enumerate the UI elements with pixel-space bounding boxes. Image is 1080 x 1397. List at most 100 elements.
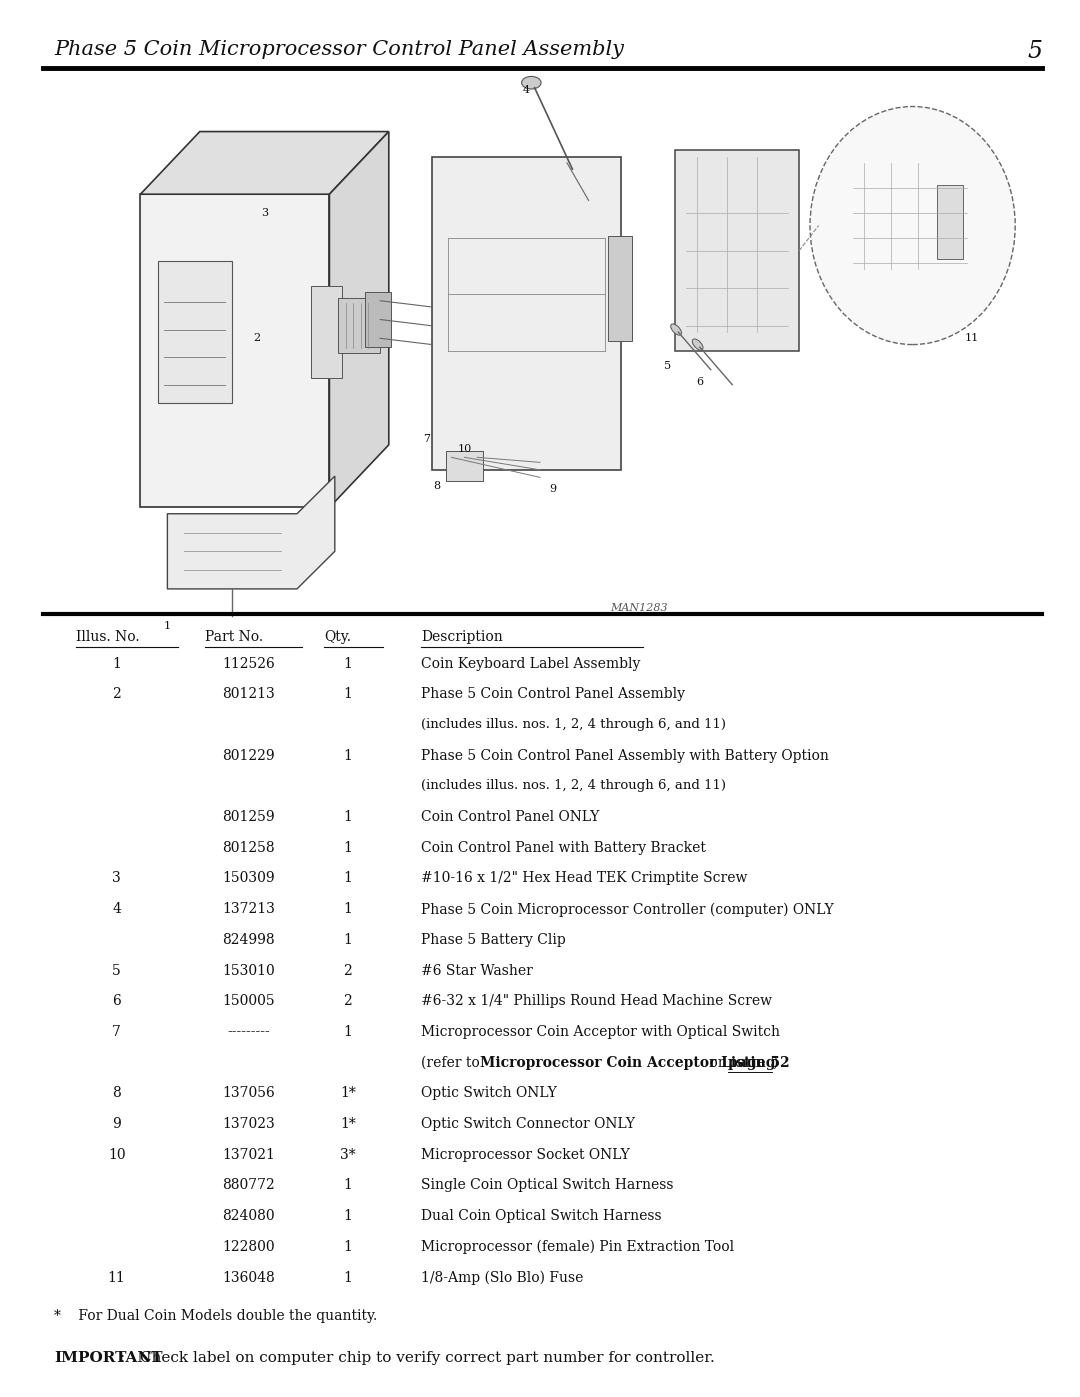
FancyBboxPatch shape (608, 236, 632, 341)
Text: ---------: --------- (227, 1025, 270, 1039)
FancyBboxPatch shape (311, 285, 342, 379)
Polygon shape (675, 151, 799, 351)
Polygon shape (140, 131, 389, 194)
Text: Phase 5 Coin Microprocessor Control Panel Assembly: Phase 5 Coin Microprocessor Control Pane… (54, 41, 624, 59)
Text: page 52: page 52 (728, 1056, 789, 1070)
Text: 801229: 801229 (222, 749, 274, 763)
Text: MAN1283: MAN1283 (610, 602, 667, 613)
Text: 3*: 3* (340, 1148, 355, 1162)
FancyBboxPatch shape (338, 298, 380, 353)
Text: 137023: 137023 (222, 1118, 274, 1132)
Text: 11: 11 (964, 334, 980, 344)
Text: Part No.: Part No. (205, 630, 264, 644)
Ellipse shape (522, 77, 541, 89)
Text: 1: 1 (343, 841, 352, 855)
Text: :   Check label on computer chip to verify correct part number for controller.: : Check label on computer chip to verify… (120, 1351, 715, 1365)
Text: 3: 3 (112, 872, 121, 886)
Text: 7: 7 (423, 433, 430, 443)
Text: 150005: 150005 (222, 995, 274, 1009)
Text: Microprocessor Coin Acceptor with Optical Switch: Microprocessor Coin Acceptor with Optica… (421, 1025, 780, 1039)
Text: 1: 1 (343, 933, 352, 947)
FancyBboxPatch shape (937, 186, 963, 260)
FancyBboxPatch shape (446, 451, 483, 481)
Text: 1: 1 (112, 657, 121, 671)
Text: Illus. No.: Illus. No. (76, 630, 139, 644)
Text: 1: 1 (343, 657, 352, 671)
Text: 1: 1 (343, 1270, 352, 1284)
Text: 8: 8 (433, 481, 440, 492)
Text: 6: 6 (697, 377, 703, 387)
Text: Phase 5 Coin Control Panel Assembly with Battery Option: Phase 5 Coin Control Panel Assembly with… (421, 749, 829, 763)
Text: (refer to: (refer to (421, 1056, 484, 1070)
Text: 11: 11 (108, 1270, 125, 1284)
Text: 5: 5 (1027, 41, 1042, 63)
Text: 1: 1 (164, 622, 171, 631)
Text: 2: 2 (112, 687, 121, 701)
Text: 153010: 153010 (222, 964, 274, 978)
Text: Description: Description (421, 630, 503, 644)
Text: 4: 4 (523, 85, 529, 95)
Text: 801213: 801213 (222, 687, 274, 701)
Text: 7: 7 (112, 1025, 121, 1039)
Text: 6: 6 (112, 995, 121, 1009)
Text: 801258: 801258 (222, 841, 274, 855)
Text: Microprocessor (female) Pin Extraction Tool: Microprocessor (female) Pin Extraction T… (421, 1239, 734, 1255)
Text: 801259: 801259 (222, 810, 274, 824)
Text: 9: 9 (550, 483, 556, 493)
Text: Phase 5 Coin Control Panel Assembly: Phase 5 Coin Control Panel Assembly (421, 687, 685, 701)
Text: 150309: 150309 (222, 872, 274, 886)
Text: 1: 1 (343, 1179, 352, 1193)
Text: Coin Control Panel with Battery Bracket: Coin Control Panel with Battery Bracket (421, 841, 706, 855)
FancyBboxPatch shape (158, 261, 232, 404)
Text: #10-16 x 1/2" Hex Head TEK Crimptite Screw: #10-16 x 1/2" Hex Head TEK Crimptite Scr… (421, 872, 747, 886)
Text: #6-32 x 1/4" Phillips Round Head Machine Screw: #6-32 x 1/4" Phillips Round Head Machine… (421, 995, 772, 1009)
Text: 3: 3 (261, 208, 268, 218)
Circle shape (810, 106, 1015, 345)
Text: Phase 5 Battery Clip: Phase 5 Battery Clip (421, 933, 566, 947)
Text: 5: 5 (664, 360, 671, 370)
Text: Qty.: Qty. (324, 630, 351, 644)
Text: Coin Keyboard Label Assembly: Coin Keyboard Label Assembly (421, 657, 640, 671)
Text: 1/8-Amp (Slo Blo) Fuse: 1/8-Amp (Slo Blo) Fuse (421, 1270, 583, 1285)
Text: on: on (705, 1056, 731, 1070)
Text: Microprocessor Socket ONLY: Microprocessor Socket ONLY (421, 1148, 630, 1162)
Text: 880772: 880772 (222, 1179, 274, 1193)
Polygon shape (140, 194, 329, 507)
Text: 824998: 824998 (222, 933, 274, 947)
Text: 1: 1 (343, 902, 352, 916)
Text: 8: 8 (112, 1087, 121, 1101)
Text: Single Coin Optical Switch Harness: Single Coin Optical Switch Harness (421, 1179, 674, 1193)
Text: 112526: 112526 (222, 657, 274, 671)
Text: 5: 5 (112, 964, 121, 978)
Text: 136048: 136048 (222, 1270, 274, 1284)
Text: Optic Switch Connector ONLY: Optic Switch Connector ONLY (421, 1118, 635, 1132)
Text: 1: 1 (343, 749, 352, 763)
Text: 137213: 137213 (222, 902, 274, 916)
Text: 1*: 1* (340, 1087, 355, 1101)
Text: 1: 1 (343, 1025, 352, 1039)
Text: 1: 1 (343, 810, 352, 824)
Text: 1: 1 (343, 872, 352, 886)
Text: (includes illus. nos. 1, 2, 4 through 6, and 11): (includes illus. nos. 1, 2, 4 through 6,… (421, 718, 726, 731)
Text: 10: 10 (457, 444, 472, 454)
Text: 9: 9 (112, 1118, 121, 1132)
Text: 1: 1 (343, 687, 352, 701)
Text: #6 Star Washer: #6 Star Washer (421, 964, 534, 978)
FancyBboxPatch shape (365, 292, 391, 346)
Polygon shape (167, 476, 335, 590)
Text: 2: 2 (343, 964, 352, 978)
Text: *    For Dual Coin Models double the quantity.: * For Dual Coin Models double the quanti… (54, 1309, 377, 1323)
Text: 2: 2 (343, 995, 352, 1009)
Text: 1: 1 (343, 1210, 352, 1224)
Text: Phase 5 Coin Microprocessor Controller (computer) ONLY: Phase 5 Coin Microprocessor Controller (… (421, 902, 834, 916)
Text: 1: 1 (343, 1239, 352, 1255)
Ellipse shape (671, 324, 681, 335)
Polygon shape (329, 131, 389, 507)
Text: Optic Switch ONLY: Optic Switch ONLY (421, 1087, 557, 1101)
Text: Dual Coin Optical Switch Harness: Dual Coin Optical Switch Harness (421, 1210, 662, 1224)
Text: 137056: 137056 (222, 1087, 274, 1101)
Text: Coin Control Panel ONLY: Coin Control Panel ONLY (421, 810, 599, 824)
Text: 10: 10 (108, 1148, 125, 1162)
Text: 2: 2 (254, 334, 260, 344)
Ellipse shape (692, 339, 703, 351)
